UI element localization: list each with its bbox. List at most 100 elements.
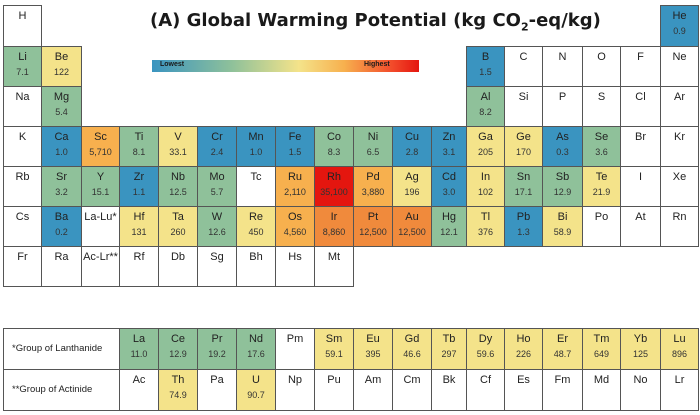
element-cell-fe: Fe 1.5 [275,126,315,167]
element-symbol: O [597,51,606,63]
element-value: 3.2 [55,187,68,197]
element-symbol: U [252,374,260,386]
element-cell-sr: Sr 3.2 [41,166,82,207]
element-value: 1.3 [517,227,530,237]
element-value: 102 [477,187,494,197]
element-cell-b: B 1.5 [466,46,505,87]
element-symbol: La-Lu* [84,211,117,223]
element-value: 12,500 [359,227,387,237]
element-symbol: Mg [53,91,70,103]
element-cell-o: O [582,46,621,87]
element-symbol: Rn [672,211,687,223]
element-symbol: Po [594,211,609,223]
element-value: 1.1 [132,187,146,197]
element-value: 0.9 [673,26,686,36]
element-cell-si: Si [504,86,543,127]
element-cell-be: Be 122 [41,46,82,87]
element-value: 125 [632,349,649,359]
element-value: 131 [131,227,147,237]
element-symbol: Se [594,131,609,143]
element-symbol: Au [405,211,419,223]
element-symbol: Ru [287,171,303,183]
element-symbol: He [672,10,687,22]
element-symbol: Tm [593,333,610,345]
element-cell-er: Er 48.7 [542,328,583,370]
element-symbol: Sg [210,251,224,263]
element-symbol: Hs [288,251,302,263]
element-value: 12.9 [169,349,187,359]
element-value: 5.7 [210,187,224,197]
element-symbol: Ar [674,91,685,103]
element-value: 2.8 [405,147,419,157]
lanthanide-group-label: *Group of Lanthanide [3,328,120,370]
element-cell-he: He 0.9 [660,5,699,47]
element-value: 59.1 [325,349,343,359]
element-cell-pr: Pr 19.2 [197,328,237,370]
element-value: 3,880 [361,187,385,197]
element-cell-bi: Bi 58.9 [542,206,583,247]
element-symbol: Dy [478,333,493,345]
element-value: 6.5 [366,147,380,157]
element-cell-h: H [3,5,42,47]
element-value: 35,100 [320,187,348,197]
element-value: 58.9 [553,227,572,237]
element-cell-hs: Hs [275,246,315,287]
lanthanide-group-label-text: *Group of Lanthanide [12,343,103,354]
element-cell-ag: Ag 196 [392,166,432,207]
actinide-group-label-text: **Group of Actinide [12,384,93,395]
element-cell-cl: Cl [620,86,661,127]
element-cell-v: V 33.1 [158,126,198,167]
element-symbol: Gd [404,333,420,345]
element-value: 17.1 [514,187,533,197]
element-cell-pa: Pa [197,369,237,411]
element-cell-zn: Zn 3.1 [431,126,467,167]
element-cell-w: W 12.6 [197,206,237,247]
element-symbol: Ag [405,171,419,183]
element-cell-mg: Mg 5.4 [41,86,82,127]
legend-lowest-label: Lowest [160,61,185,68]
element-cell-u: U 90.7 [236,369,276,411]
element-cell-no: No [620,369,661,411]
element-value: 450 [248,227,264,237]
element-symbol: Cl [635,91,646,103]
element-symbol: F [637,51,644,63]
element-value: 12.1 [440,227,458,237]
element-cell-pm: Pm [275,328,315,370]
element-value: 21.9 [592,187,611,197]
element-value: 8.1 [132,147,146,157]
element-symbol: Ti [134,131,144,143]
element-cell-fr: Fr [3,246,42,287]
element-cell-mt: Mt [314,246,354,287]
element-symbol: I [638,171,643,183]
element-symbol: Mt [327,251,341,263]
element-symbol: W [211,211,223,223]
element-symbol: Xe [672,171,687,183]
element-symbol: Mn [248,131,264,143]
element-cell-in: In 102 [466,166,505,207]
element-symbol: Ni [367,131,379,143]
element-value: 0.2 [55,227,68,237]
element-cell-ac-lr: Ac-Lr** [81,246,120,287]
element-cell-pb: Pb 1.3 [504,206,543,247]
element-value: 3.6 [595,147,608,157]
element-symbol: Sc [94,131,107,143]
element-cell-ca: Ca 1.0 [41,126,82,167]
element-cell-nd: Nd 17.6 [236,328,276,370]
element-cell-eu: Eu 395 [353,328,393,370]
element-symbol: Pr [211,333,223,345]
element-symbol: B [481,51,490,63]
element-symbol: Ta [172,211,184,223]
element-symbol: Ho [516,333,531,345]
element-symbol: Ca [54,131,69,143]
element-cell-gd: Gd 46.6 [392,328,432,370]
element-cell-ba: Ba 0.2 [41,206,82,247]
element-value: 74.9 [169,390,187,400]
element-value: 5.4 [55,107,68,117]
element-cell-db: Db [158,246,198,287]
title-prefix: (A) Global Warming Potential (kg CO [150,10,521,31]
element-symbol: Db [170,251,186,263]
element-symbol: Fm [554,374,571,386]
element-symbol: Te [595,171,608,183]
element-cell-y: Y 15.1 [81,166,120,207]
